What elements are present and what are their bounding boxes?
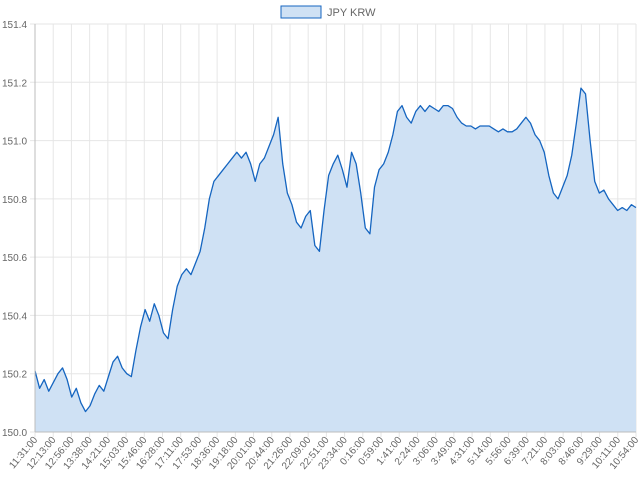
legend[interactable]: JPY KRW	[280, 5, 376, 19]
legend-swatch[interactable]	[280, 5, 322, 19]
y-tick-label: 151.4	[2, 20, 27, 31]
y-tick-label: 150.0	[2, 428, 27, 439]
legend-label[interactable]: JPY KRW	[327, 7, 376, 19]
series-area-fill	[35, 88, 636, 433]
y-tick-label: 150.2	[2, 370, 27, 381]
y-tick-label: 150.4	[2, 311, 27, 322]
y-tick-label: 151.2	[2, 78, 27, 89]
y-tick-label: 150.8	[2, 195, 27, 206]
y-tick-label: 151.0	[2, 137, 27, 148]
y-tick-label: 150.6	[2, 253, 27, 264]
series-line-jpy-krw[interactable]	[34, 87, 637, 413]
area-layer	[34, 87, 637, 433]
